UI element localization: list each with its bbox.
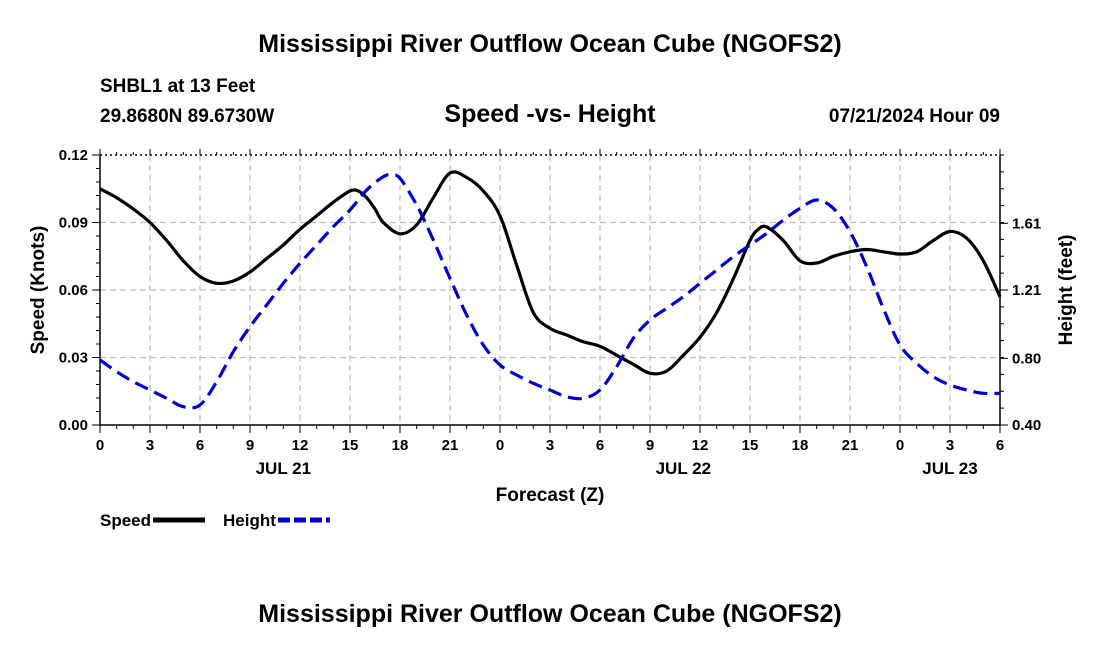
x-tick-label: 3	[946, 437, 954, 454]
x-tick-label: 6	[996, 437, 1004, 454]
x-tick-label: 18	[792, 437, 809, 454]
x-tick-label: 9	[646, 437, 654, 454]
x-tick-label: 12	[292, 437, 309, 454]
x-tick-label: 15	[342, 437, 359, 454]
x-tick-label: 9	[246, 437, 254, 454]
x-tick-label: 21	[442, 437, 459, 454]
footer-title: Mississippi River Outflow Ocean Cube (NG…	[258, 600, 842, 628]
y-tick-label: 0.06	[59, 282, 88, 299]
legend-label-speed: Speed	[100, 511, 151, 530]
x-date-label: JUL 23	[922, 459, 977, 478]
x-tick-label: 0	[96, 437, 104, 454]
y2-tick-label: 0.80	[1012, 350, 1041, 367]
x-tick-label: 6	[196, 437, 204, 454]
x-tick-label: 0	[896, 437, 904, 454]
series-line-speed	[99, 170, 1002, 376]
x-axis-label: Forecast (Z)	[496, 485, 605, 506]
y-tick-label: 0.12	[59, 147, 88, 164]
y2-tick-label: 1.21	[1012, 282, 1041, 299]
x-tick-label: 18	[392, 437, 409, 454]
chart-title: Mississippi River Outflow Ocean Cube (NG…	[258, 30, 842, 58]
forecast-datetime: 07/21/2024 Hour 09	[828, 106, 1000, 127]
x-tick-label: 21	[842, 437, 859, 454]
x-date-label: JUL 21	[256, 459, 311, 478]
x-tick-label: 3	[146, 437, 154, 454]
y-tick-label: 0.03	[59, 350, 88, 367]
series-line-height	[99, 173, 1001, 410]
chart-subtitle: Speed -vs- Height	[444, 100, 656, 128]
y2-tick-label: 1.61	[1012, 215, 1041, 232]
legend-label-height: Height	[223, 511, 276, 530]
station-coordinates: 29.8680N 89.6730W	[100, 106, 275, 127]
station-label: SHBL1 at 13 Feet	[100, 76, 256, 97]
y2-tick-label: 0.40	[1012, 417, 1041, 434]
y-tick-label: 0.09	[59, 215, 88, 232]
x-tick-label: 6	[596, 437, 604, 454]
x-date-label: JUL 22	[656, 459, 711, 478]
y2-axis-label: Height (feet)	[1056, 235, 1077, 346]
x-tick-label: 0	[496, 437, 504, 454]
x-tick-label: 12	[692, 437, 709, 454]
x-tick-label: 15	[742, 437, 759, 454]
x-tick-label: 3	[546, 437, 554, 454]
y-tick-label: 0.00	[59, 417, 88, 434]
y-axis-label: Speed (Knots)	[28, 226, 49, 355]
